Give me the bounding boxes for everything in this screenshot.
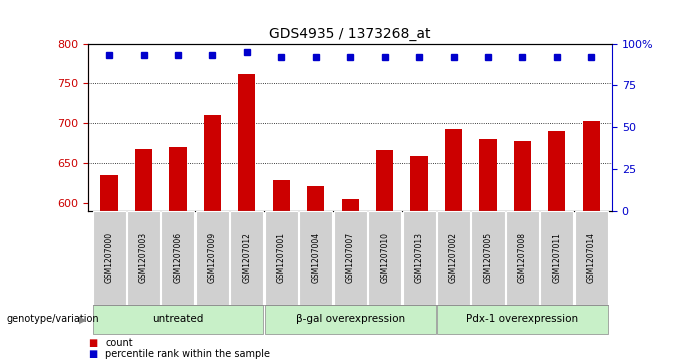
Bar (583, 121, 600, 363)
Text: GSM1207014: GSM1207014 (587, 232, 596, 283)
Text: percentile rank within the sample: percentile rank within the sample (105, 349, 271, 359)
Text: count: count (105, 338, 133, 348)
Bar (376, 150, 393, 363)
Bar (445, 130, 462, 363)
Text: Pdx-1 overexpression: Pdx-1 overexpression (466, 314, 579, 325)
Text: β-gal overexpression: β-gal overexpression (296, 314, 405, 325)
Text: GSM1207005: GSM1207005 (483, 232, 492, 283)
Bar (514, 140, 531, 363)
Text: GSM1207000: GSM1207000 (105, 232, 114, 283)
Bar (479, 139, 496, 363)
Bar (204, 115, 221, 363)
Bar (273, 180, 290, 363)
Text: GSM1207012: GSM1207012 (242, 232, 252, 283)
Text: GSM1207007: GSM1207007 (345, 232, 355, 283)
Text: genotype/variation: genotype/variation (7, 314, 99, 325)
Title: GDS4935 / 1373268_at: GDS4935 / 1373268_at (269, 27, 431, 41)
Bar (135, 148, 152, 363)
Bar (307, 186, 324, 363)
Text: GSM1207006: GSM1207006 (173, 232, 182, 283)
Text: ▶: ▶ (79, 314, 86, 325)
Text: GSM1207004: GSM1207004 (311, 232, 320, 283)
Bar (411, 156, 428, 363)
Text: GSM1207009: GSM1207009 (208, 232, 217, 283)
Text: GSM1207011: GSM1207011 (552, 232, 562, 283)
Text: GSM1207001: GSM1207001 (277, 232, 286, 283)
Text: GSM1207010: GSM1207010 (380, 232, 389, 283)
Text: GSM1207008: GSM1207008 (518, 232, 527, 283)
Text: GSM1207003: GSM1207003 (139, 232, 148, 283)
Bar (169, 147, 186, 363)
Bar (341, 199, 359, 363)
Text: untreated: untreated (152, 314, 203, 325)
Text: GSM1207002: GSM1207002 (449, 232, 458, 283)
Text: GSM1207013: GSM1207013 (415, 232, 424, 283)
Bar (548, 131, 566, 363)
Text: ■: ■ (88, 338, 98, 348)
Bar (238, 74, 256, 363)
Bar (101, 175, 118, 363)
Text: ■: ■ (88, 349, 98, 359)
